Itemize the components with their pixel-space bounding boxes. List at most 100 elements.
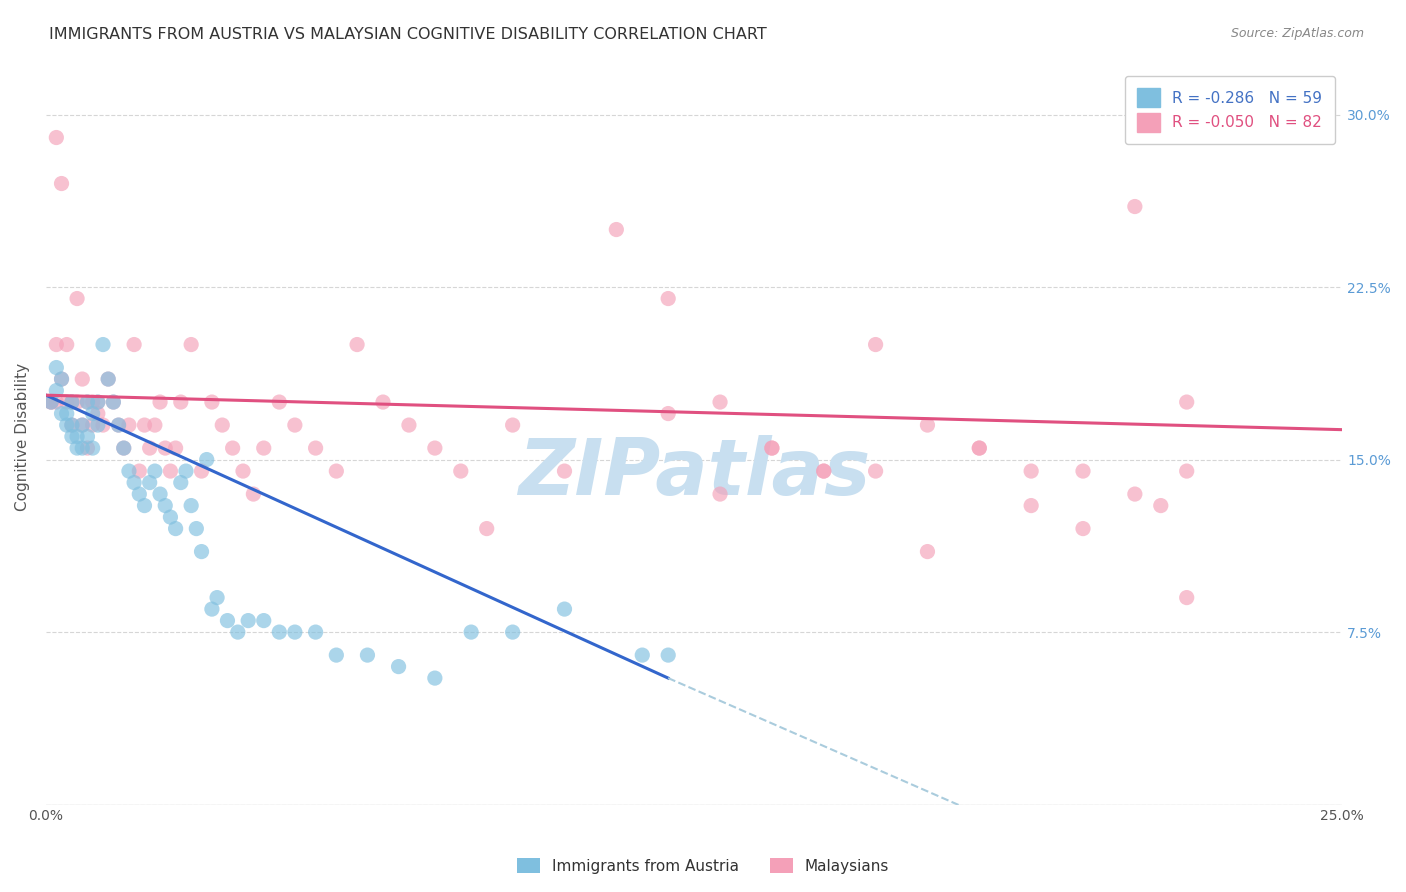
Point	[82, 407, 104, 421]
Point	[242, 487, 264, 501]
Point	[60, 429, 83, 443]
Point	[72, 418, 94, 433]
Point	[325, 648, 347, 662]
Point	[39, 395, 62, 409]
Text: Source: ZipAtlas.com: Source: ZipAtlas.com	[1230, 27, 1364, 40]
Point	[969, 441, 991, 455]
Point	[205, 591, 228, 605]
Point	[76, 395, 98, 409]
Point	[45, 395, 67, 409]
Point	[371, 395, 394, 409]
Point	[134, 418, 156, 433]
Point	[87, 395, 110, 409]
Point	[91, 418, 114, 433]
Point	[122, 475, 145, 490]
Point	[238, 614, 260, 628]
Point	[55, 407, 77, 421]
Point	[159, 510, 181, 524]
Point	[51, 177, 73, 191]
Point	[118, 418, 141, 433]
Point	[186, 522, 208, 536]
Point	[657, 292, 679, 306]
Point	[45, 384, 67, 398]
Point	[356, 648, 378, 662]
Point	[55, 418, 77, 433]
Point	[1175, 591, 1198, 605]
Point	[1071, 464, 1094, 478]
Point	[813, 464, 835, 478]
Point	[605, 222, 627, 236]
Point	[97, 372, 120, 386]
Point	[45, 360, 67, 375]
Point	[180, 499, 202, 513]
Legend: R = -0.286   N = 59, R = -0.050   N = 82: R = -0.286 N = 59, R = -0.050 N = 82	[1125, 76, 1334, 144]
Point	[66, 441, 89, 455]
Point	[631, 648, 654, 662]
Point	[284, 418, 307, 433]
Point	[138, 475, 160, 490]
Point	[138, 441, 160, 455]
Point	[143, 418, 166, 433]
Point	[813, 464, 835, 478]
Point	[76, 395, 98, 409]
Point	[72, 441, 94, 455]
Point	[1150, 499, 1173, 513]
Point	[72, 372, 94, 386]
Point	[66, 429, 89, 443]
Point	[149, 487, 172, 501]
Point	[201, 602, 224, 616]
Point	[91, 337, 114, 351]
Point	[190, 464, 212, 478]
Point	[165, 441, 187, 455]
Point	[1175, 395, 1198, 409]
Point	[45, 337, 67, 351]
Point	[325, 464, 347, 478]
Point	[51, 372, 73, 386]
Point	[134, 499, 156, 513]
Legend: Immigrants from Austria, Malaysians: Immigrants from Austria, Malaysians	[510, 852, 896, 880]
Point	[103, 395, 125, 409]
Point	[122, 337, 145, 351]
Point	[39, 395, 62, 409]
Point	[76, 429, 98, 443]
Point	[45, 130, 67, 145]
Point	[304, 625, 326, 640]
Point	[1123, 487, 1146, 501]
Point	[39, 395, 62, 409]
Point	[450, 464, 472, 478]
Point	[917, 544, 939, 558]
Point	[112, 441, 135, 455]
Point	[170, 395, 193, 409]
Point	[174, 464, 197, 478]
Point	[155, 499, 177, 513]
Point	[423, 441, 446, 455]
Point	[553, 602, 575, 616]
Point	[195, 452, 218, 467]
Point	[709, 395, 731, 409]
Point	[423, 671, 446, 685]
Point	[232, 464, 254, 478]
Point	[118, 464, 141, 478]
Point	[1123, 200, 1146, 214]
Point	[107, 418, 129, 433]
Point	[159, 464, 181, 478]
Point	[460, 625, 482, 640]
Point	[253, 614, 276, 628]
Point	[709, 487, 731, 501]
Point	[55, 337, 77, 351]
Point	[917, 418, 939, 433]
Point	[76, 441, 98, 455]
Point	[87, 418, 110, 433]
Point	[657, 407, 679, 421]
Point	[253, 441, 276, 455]
Point	[87, 407, 110, 421]
Point	[170, 475, 193, 490]
Point	[180, 337, 202, 351]
Point	[128, 464, 150, 478]
Point	[502, 418, 524, 433]
Point	[502, 625, 524, 640]
Point	[82, 395, 104, 409]
Point	[761, 441, 783, 455]
Point	[475, 522, 498, 536]
Point	[112, 441, 135, 455]
